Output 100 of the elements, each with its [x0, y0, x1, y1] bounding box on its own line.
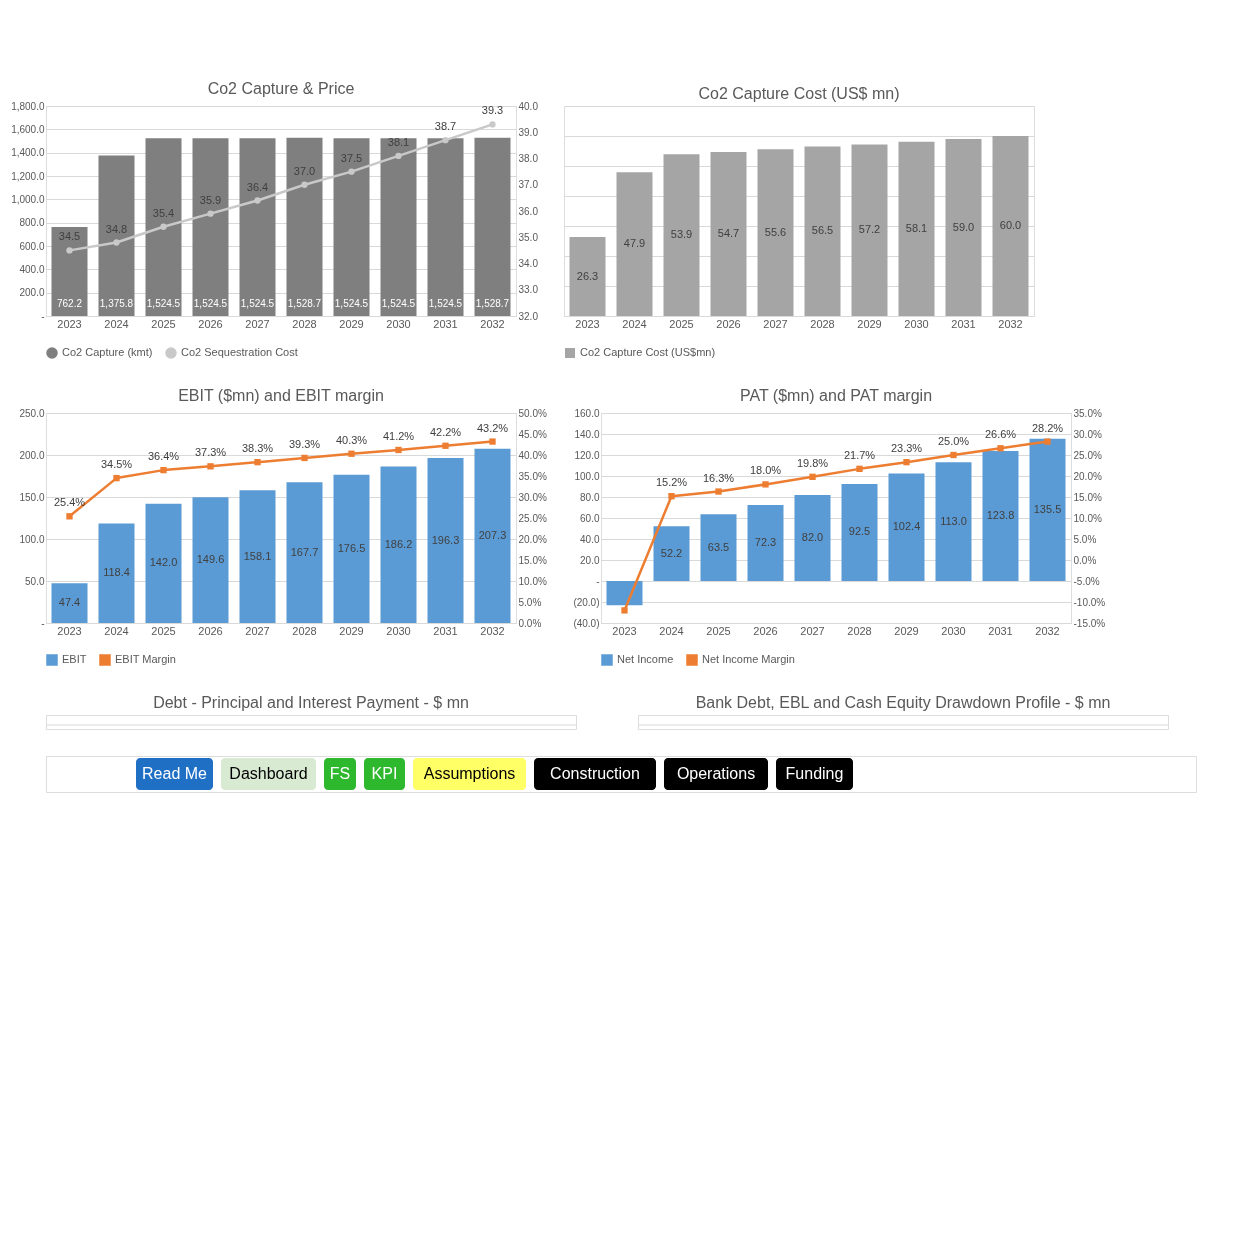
- x-tick-label: 2032: [480, 624, 505, 637]
- x-tick-label: 2025: [669, 317, 694, 330]
- y2-tick-label: 39.0: [518, 126, 539, 138]
- data-label: 26.3: [576, 269, 599, 282]
- bar: [145, 138, 182, 316]
- bar: [474, 137, 511, 316]
- bar: [98, 523, 135, 623]
- y-tick-label: 120.0: [574, 449, 600, 461]
- legend-label: Co2 Capture (kmt): [62, 346, 153, 358]
- data-label: 56.5: [811, 224, 834, 237]
- point: [207, 463, 214, 470]
- bar: [851, 144, 888, 316]
- y-tick-label: 600.0: [19, 240, 45, 252]
- x-tick-label: 2031: [988, 624, 1013, 637]
- x-tick-label: 2023: [57, 317, 82, 330]
- data-label: 60.0: [999, 219, 1022, 231]
- data-label: 123.8: [986, 509, 1015, 522]
- x-tick-label: 2029: [339, 624, 364, 637]
- x-tick-label: 2030: [941, 624, 966, 637]
- y-tick-label: (20.0): [573, 596, 600, 608]
- y-tick-label: 1,400.0: [11, 147, 45, 159]
- point: [395, 152, 402, 160]
- y-tick-label: 200.0: [19, 449, 45, 461]
- data-label: 1,524.5: [146, 298, 181, 309]
- data-label: 186.2: [384, 537, 413, 550]
- text: Operations: [676, 765, 756, 782]
- point: [348, 168, 355, 175]
- data-label: 762.2: [56, 298, 83, 309]
- bar: [757, 149, 794, 316]
- bar: [888, 473, 925, 581]
- bar: [747, 505, 784, 581]
- x-tick-label: 2024: [659, 624, 684, 637]
- y2-tick-label: 15.0%: [518, 554, 547, 566]
- point: [715, 488, 722, 495]
- data-label: 1,528.7: [475, 298, 510, 309]
- data-label: 52.2: [660, 546, 683, 559]
- bar: [935, 462, 972, 581]
- text: KPI: [371, 765, 398, 782]
- data-label: 23.3%: [890, 442, 923, 455]
- x-tick-label: 2025: [151, 624, 176, 637]
- data-label: 39.3: [481, 104, 504, 117]
- data-label: 15.2%: [655, 476, 688, 489]
- data-label: 196.3: [431, 533, 460, 546]
- data-label: 58.1: [905, 221, 928, 234]
- y-tick-label: 160.0: [574, 407, 600, 419]
- x-tick-label: 2028: [292, 624, 317, 637]
- x-tick-label: 2029: [339, 317, 364, 330]
- x-tick-label: 2032: [480, 317, 505, 330]
- legend-label: Net Income: [617, 653, 674, 665]
- point: [301, 454, 308, 462]
- text: FS: [329, 765, 351, 782]
- x-tick-label: 2030: [386, 317, 411, 330]
- x-tick-label: 2027: [763, 317, 788, 330]
- bar: [333, 474, 370, 623]
- y2-tick-label: 40.0: [518, 100, 539, 112]
- bar: [616, 172, 653, 316]
- bar: [569, 237, 606, 316]
- bar: [606, 581, 643, 606]
- bar: [841, 483, 878, 581]
- point: [160, 466, 167, 474]
- data-label: 1,375.8: [99, 298, 134, 309]
- data-label: 35.9: [199, 193, 222, 206]
- point: [950, 451, 957, 459]
- point: [903, 458, 910, 466]
- data-label: 72.3: [754, 536, 777, 549]
- data-label: 37.3%: [194, 446, 227, 459]
- x-tick-label: 2024: [104, 624, 129, 637]
- x-tick-label: 2032: [1035, 624, 1060, 637]
- bar: [239, 490, 276, 623]
- x-tick-label: 2032: [998, 317, 1023, 330]
- chart-title: Co2 Capture & Price: [207, 80, 355, 97]
- point: [442, 136, 449, 144]
- legend-label: EBIT Margin: [115, 653, 176, 665]
- point: [254, 197, 261, 204]
- data-label: 59.0: [952, 220, 975, 233]
- bar: [663, 154, 700, 316]
- y2-tick-label: -10.0%: [1073, 596, 1106, 608]
- bar: [380, 138, 417, 316]
- y2-tick-label: 30.0%: [1073, 428, 1102, 440]
- legend-label: Net Income Margin: [702, 653, 795, 665]
- bar: [145, 503, 182, 623]
- y-tick-label: 50.0: [25, 575, 45, 587]
- point: [856, 465, 863, 473]
- x-tick-label: 2026: [716, 317, 741, 330]
- data-label: 142.0: [149, 556, 178, 569]
- y2-tick-label: 45.0%: [518, 428, 547, 440]
- y2-tick-label: 50.0%: [518, 407, 547, 419]
- data-label: 43.2%: [476, 421, 509, 434]
- chart-title: EBIT ($mn) and EBIT margin: [178, 387, 384, 404]
- bar: [710, 151, 747, 316]
- data-label: 21.7%: [843, 448, 876, 461]
- chart-title: PAT ($mn) and PAT margin: [739, 387, 933, 404]
- text: Bank Debt, EBL and Cash Equity Drawdown Profile - $ mn: [695, 694, 1111, 711]
- data-label: 53.9: [670, 228, 693, 241]
- x-tick-label: 2024: [622, 317, 647, 330]
- data-label: 158.1: [243, 549, 272, 562]
- point: [762, 481, 769, 488]
- bar: [804, 146, 841, 316]
- point: [207, 210, 214, 217]
- data-label: 35.4: [152, 206, 175, 219]
